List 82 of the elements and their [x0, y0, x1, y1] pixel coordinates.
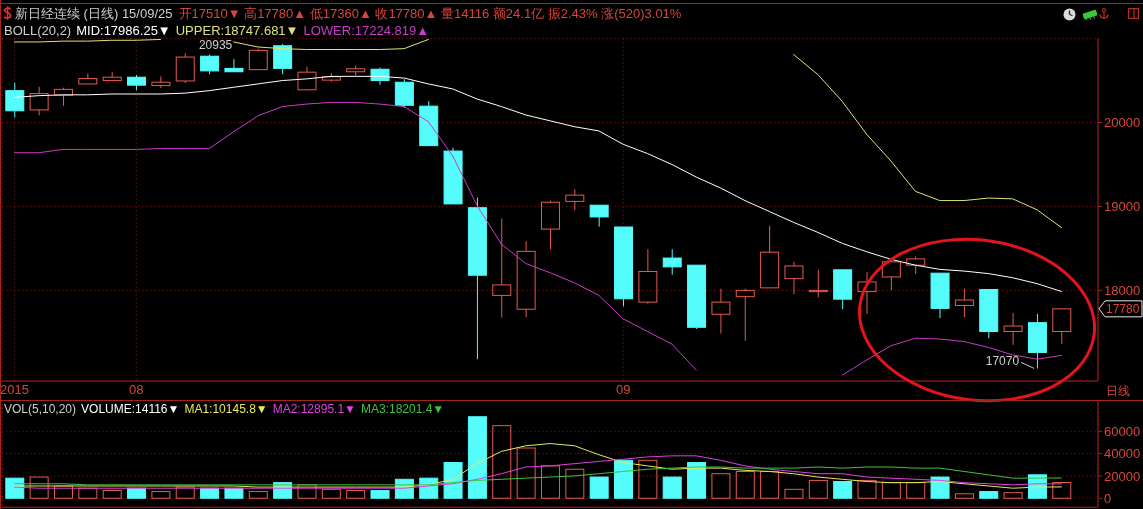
- candlestick: [857, 271, 877, 315]
- bar: [1052, 481, 1072, 499]
- y-tick-label: 20000: [1104, 468, 1141, 484]
- bar: [687, 461, 707, 499]
- y-tick-label: 40000: [1104, 445, 1141, 461]
- bar: [833, 480, 853, 499]
- bar: [614, 459, 634, 499]
- line-series: [13, 466, 1062, 485]
- bar: [370, 489, 390, 499]
- bar: [979, 490, 999, 499]
- bar: [857, 479, 877, 499]
- bar: [102, 489, 122, 499]
- text: MID:17986.25▼: [76, 23, 171, 38]
- candlestick: [78, 72, 98, 85]
- bar: [565, 468, 585, 499]
- bar: [540, 464, 560, 499]
- bar: [954, 492, 974, 499]
- bar: [662, 476, 682, 499]
- text: 17780: [1106, 302, 1140, 317]
- text: MA2:12895.1▼: [272, 401, 356, 416]
- annotation: VOLUME:14116▼: [81, 401, 180, 416]
- legend-title: BOLL(20,2): [4, 23, 72, 38]
- candlestick: [954, 288, 974, 318]
- bar: [175, 486, 195, 499]
- bar: [735, 470, 755, 499]
- text: MA1:10145.8▼: [184, 401, 268, 416]
- candlestick: [1003, 312, 1023, 346]
- line-series: [13, 442, 1062, 489]
- bar: [711, 472, 731, 499]
- candlestick: [589, 204, 609, 228]
- candlestick: [29, 86, 49, 116]
- bar: [638, 459, 658, 499]
- candlestick: [297, 66, 317, 91]
- bar: [784, 488, 804, 499]
- bar: [1003, 491, 1023, 499]
- bar: [589, 476, 609, 499]
- bar: [492, 424, 512, 499]
- candlestick: [443, 147, 463, 205]
- y-tick-label: 19000: [1104, 199, 1141, 215]
- bar: [516, 447, 536, 499]
- candlestick: [1052, 308, 1072, 345]
- bar: [248, 490, 268, 499]
- candlestick: [370, 67, 390, 86]
- y-tick-label: 0: [1104, 490, 1112, 506]
- candlestick: [151, 75, 171, 89]
- bar: [346, 489, 366, 499]
- bar: [467, 415, 487, 499]
- candlestick: [419, 100, 439, 147]
- bar: [808, 479, 828, 499]
- annotation: 20935: [198, 38, 233, 53]
- candlestick: [492, 218, 512, 319]
- y-tick-label: 20000: [1104, 115, 1141, 131]
- y-tick-label: 18000: [1104, 282, 1141, 298]
- candlestick: [516, 240, 536, 318]
- chart-title: 新日经连续 (日线) 15/09/25: [15, 6, 173, 21]
- text: LOWER:17224.819▲: [303, 23, 430, 38]
- text: 日线: [1106, 384, 1130, 398]
- legend-title: VOL(5,10,20): [4, 401, 77, 416]
- candlestick: [638, 248, 658, 305]
- series-label: UPPER:18747.681▼: [175, 23, 299, 38]
- bar: [151, 490, 171, 499]
- candlestick: [930, 272, 950, 319]
- bar: [29, 476, 49, 499]
- bar: [200, 487, 220, 499]
- candlestick: [102, 71, 122, 82]
- bar: [321, 488, 341, 499]
- text: MA3:18201.4▼: [360, 401, 445, 416]
- candlestick: [784, 261, 804, 295]
- x-tick-label: 2015: [0, 382, 29, 398]
- candlestick: [224, 58, 244, 73]
- x-tick-label: 09: [615, 382, 631, 398]
- candlestick: [346, 64, 366, 77]
- chart-subtitle: 开17510▼ 高17780▲ 低17360▲ 收17780▲ 量14116 额24.1亿 振2.43% 涨(520)3.01%: [178, 6, 682, 21]
- line-series: [13, 454, 1062, 489]
- candlestick: [711, 288, 731, 335]
- annotation: 17070: [985, 354, 1020, 369]
- bar: [127, 487, 147, 499]
- candlestick: [833, 269, 853, 310]
- x-tick-label: 08: [128, 382, 144, 398]
- bar: [224, 487, 244, 499]
- y-tick-label: 60000: [1104, 423, 1141, 439]
- candlestick: [760, 225, 780, 289]
